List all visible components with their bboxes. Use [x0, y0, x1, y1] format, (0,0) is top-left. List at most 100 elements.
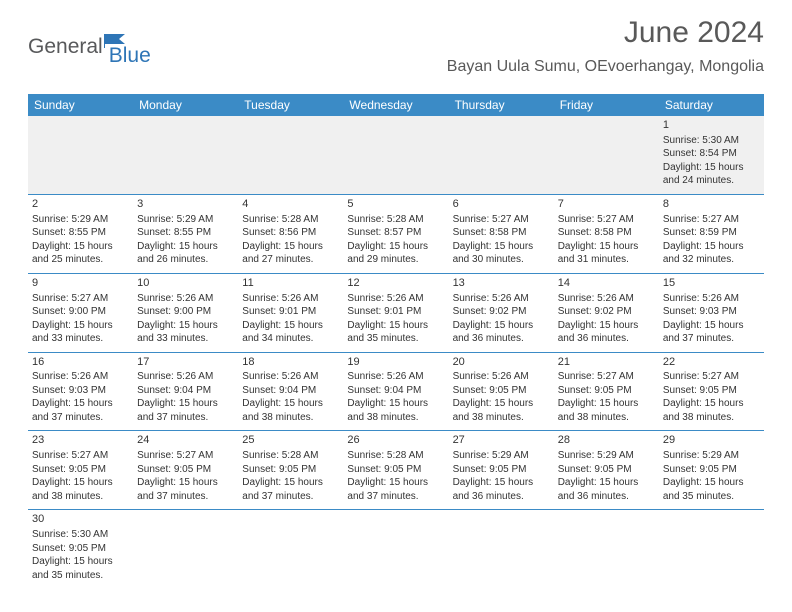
sunrise-text: Sunrise: 5:30 AM: [32, 528, 129, 542]
calendar-day-cell: 7Sunrise: 5:27 AMSunset: 8:58 PMDaylight…: [554, 194, 659, 273]
daylight-text: and 38 minutes.: [347, 411, 444, 425]
daylight-text: and 33 minutes.: [137, 332, 234, 346]
daylight-text: and 33 minutes.: [32, 332, 129, 346]
sunset-text: Sunset: 9:01 PM: [242, 305, 339, 319]
day-number: 20: [453, 355, 550, 370]
calendar-week-row: 9Sunrise: 5:27 AMSunset: 9:00 PMDaylight…: [28, 273, 764, 352]
sunset-text: Sunset: 9:05 PM: [663, 463, 760, 477]
calendar-day-cell: 10Sunrise: 5:26 AMSunset: 9:00 PMDayligh…: [133, 273, 238, 352]
sunset-text: Sunset: 8:55 PM: [32, 226, 129, 240]
sunset-text: Sunset: 8:58 PM: [453, 226, 550, 240]
logo: General Blue: [28, 26, 151, 68]
daylight-text: Daylight: 15 hours: [453, 240, 550, 254]
day-number: 16: [32, 355, 129, 370]
sunrise-text: Sunrise: 5:26 AM: [137, 292, 234, 306]
sunrise-text: Sunrise: 5:27 AM: [32, 292, 129, 306]
sunset-text: Sunset: 9:00 PM: [32, 305, 129, 319]
sunset-text: Sunset: 9:02 PM: [453, 305, 550, 319]
sunrise-text: Sunrise: 5:28 AM: [242, 213, 339, 227]
sunrise-text: Sunrise: 5:28 AM: [347, 449, 444, 463]
daylight-text: and 30 minutes.: [453, 253, 550, 267]
day-number: 28: [558, 433, 655, 448]
day-number: 14: [558, 276, 655, 291]
daylight-text: Daylight: 15 hours: [242, 240, 339, 254]
daylight-text: and 25 minutes.: [32, 253, 129, 267]
sunset-text: Sunset: 9:05 PM: [32, 542, 129, 556]
daylight-text: and 38 minutes.: [663, 411, 760, 425]
calendar-week-row: 16Sunrise: 5:26 AMSunset: 9:03 PMDayligh…: [28, 352, 764, 431]
daylight-text: Daylight: 15 hours: [347, 319, 444, 333]
calendar-day-cell: 24Sunrise: 5:27 AMSunset: 9:05 PMDayligh…: [133, 431, 238, 510]
day-number: 27: [453, 433, 550, 448]
day-number: 10: [137, 276, 234, 291]
day-number: 4: [242, 197, 339, 212]
daylight-text: and 29 minutes.: [347, 253, 444, 267]
sunset-text: Sunset: 9:05 PM: [453, 463, 550, 477]
sunset-text: Sunset: 9:05 PM: [558, 463, 655, 477]
sunrise-text: Sunrise: 5:29 AM: [663, 449, 760, 463]
sunrise-text: Sunrise: 5:26 AM: [137, 370, 234, 384]
page-title: June 2024: [624, 16, 764, 50]
daylight-text: Daylight: 15 hours: [663, 161, 760, 175]
daylight-text: Daylight: 15 hours: [453, 397, 550, 411]
daylight-text: and 35 minutes.: [347, 332, 444, 346]
calendar-day-cell: 25Sunrise: 5:28 AMSunset: 9:05 PMDayligh…: [238, 431, 343, 510]
calendar-day-cell: 20Sunrise: 5:26 AMSunset: 9:05 PMDayligh…: [449, 352, 554, 431]
sunset-text: Sunset: 9:05 PM: [32, 463, 129, 477]
calendar-table: Sunday Monday Tuesday Wednesday Thursday…: [28, 94, 764, 588]
daylight-text: and 24 minutes.: [663, 174, 760, 188]
daylight-text: and 38 minutes.: [558, 411, 655, 425]
calendar-day-cell: 15Sunrise: 5:26 AMSunset: 9:03 PMDayligh…: [659, 273, 764, 352]
daylight-text: and 37 minutes.: [137, 411, 234, 425]
daylight-text: Daylight: 15 hours: [347, 397, 444, 411]
daylight-text: and 37 minutes.: [242, 490, 339, 504]
calendar-day-cell: [133, 510, 238, 588]
sunset-text: Sunset: 8:59 PM: [663, 226, 760, 240]
day-number: 17: [137, 355, 234, 370]
sunset-text: Sunset: 9:05 PM: [137, 463, 234, 477]
daylight-text: Daylight: 15 hours: [137, 240, 234, 254]
day-number: 5: [347, 197, 444, 212]
sunset-text: Sunset: 9:02 PM: [558, 305, 655, 319]
calendar-day-cell: [238, 510, 343, 588]
calendar-day-cell: [554, 116, 659, 194]
sunrise-text: Sunrise: 5:30 AM: [663, 134, 760, 148]
calendar-day-cell: 28Sunrise: 5:29 AMSunset: 9:05 PMDayligh…: [554, 431, 659, 510]
daylight-text: Daylight: 15 hours: [663, 319, 760, 333]
calendar-day-cell: 1Sunrise: 5:30 AMSunset: 8:54 PMDaylight…: [659, 116, 764, 194]
day-number: 9: [32, 276, 129, 291]
day-number: 11: [242, 276, 339, 291]
calendar-day-cell: 5Sunrise: 5:28 AMSunset: 8:57 PMDaylight…: [343, 194, 448, 273]
daylight-text: Daylight: 15 hours: [453, 319, 550, 333]
day-number: 2: [32, 197, 129, 212]
calendar-day-cell: [659, 510, 764, 588]
day-number: 24: [137, 433, 234, 448]
daylight-text: Daylight: 15 hours: [32, 476, 129, 490]
daylight-text: and 37 minutes.: [663, 332, 760, 346]
day-number: 12: [347, 276, 444, 291]
calendar-day-cell: 29Sunrise: 5:29 AMSunset: 9:05 PMDayligh…: [659, 431, 764, 510]
sunset-text: Sunset: 9:04 PM: [347, 384, 444, 398]
calendar-week-row: 2Sunrise: 5:29 AMSunset: 8:55 PMDaylight…: [28, 194, 764, 273]
sunrise-text: Sunrise: 5:29 AM: [137, 213, 234, 227]
sunrise-text: Sunrise: 5:27 AM: [453, 213, 550, 227]
calendar-day-cell: 9Sunrise: 5:27 AMSunset: 9:00 PMDaylight…: [28, 273, 133, 352]
calendar-day-cell: 18Sunrise: 5:26 AMSunset: 9:04 PMDayligh…: [238, 352, 343, 431]
sunrise-text: Sunrise: 5:26 AM: [32, 370, 129, 384]
daylight-text: and 38 minutes.: [242, 411, 339, 425]
sunset-text: Sunset: 8:57 PM: [347, 226, 444, 240]
sunset-text: Sunset: 9:03 PM: [32, 384, 129, 398]
daylight-text: and 32 minutes.: [663, 253, 760, 267]
calendar-day-cell: 4Sunrise: 5:28 AMSunset: 8:56 PMDaylight…: [238, 194, 343, 273]
sunrise-text: Sunrise: 5:29 AM: [32, 213, 129, 227]
page-header: General Blue June 2024 Bayan Uula Sumu, …: [28, 18, 764, 84]
sunrise-text: Sunrise: 5:29 AM: [558, 449, 655, 463]
calendar-day-cell: 17Sunrise: 5:26 AMSunset: 9:04 PMDayligh…: [133, 352, 238, 431]
sunset-text: Sunset: 9:00 PM: [137, 305, 234, 319]
calendar-day-cell: 23Sunrise: 5:27 AMSunset: 9:05 PMDayligh…: [28, 431, 133, 510]
sunrise-text: Sunrise: 5:27 AM: [663, 370, 760, 384]
calendar-day-cell: 26Sunrise: 5:28 AMSunset: 9:05 PMDayligh…: [343, 431, 448, 510]
day-number: 7: [558, 197, 655, 212]
daylight-text: and 37 minutes.: [347, 490, 444, 504]
sunrise-text: Sunrise: 5:28 AM: [347, 213, 444, 227]
